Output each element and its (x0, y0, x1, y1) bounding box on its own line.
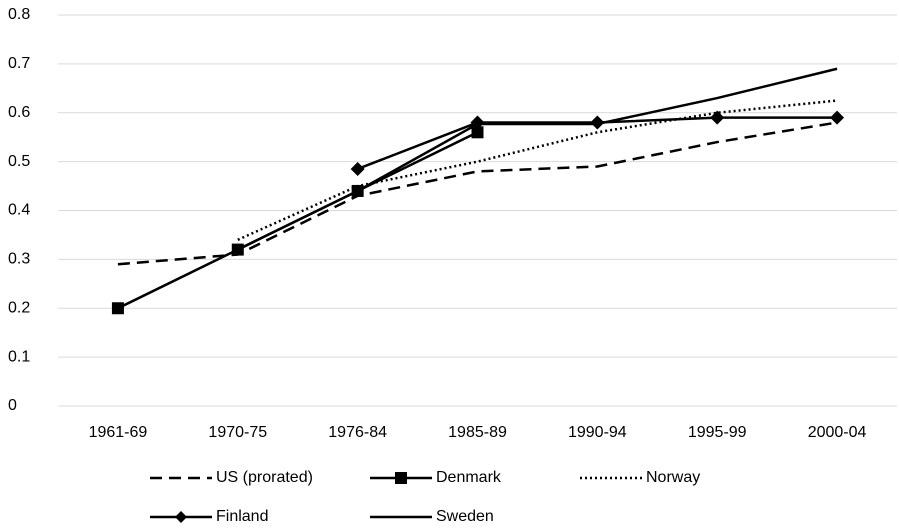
y-tick-label: 0.7 (8, 55, 30, 72)
x-tick-label: 2000-04 (808, 424, 867, 441)
y-tick-label: 0 (8, 397, 17, 414)
legend-marker (395, 472, 407, 484)
marker (590, 115, 605, 130)
series-line (237, 67, 838, 251)
x-tick-label: 1961-69 (89, 424, 148, 441)
series-line (237, 99, 838, 241)
x-tick-label: 1970-75 (208, 424, 267, 441)
legend-label: Sweden (436, 508, 494, 525)
x-tick-label: 1985-89 (448, 424, 507, 441)
marker (111, 302, 124, 315)
marker (710, 110, 725, 125)
y-tick-label: 0.5 (8, 153, 30, 170)
legend-label: Finland (216, 508, 268, 525)
y-tick-label: 0.4 (8, 202, 30, 219)
x-tick-label: 1976-84 (328, 424, 387, 441)
legend-label: Denmark (436, 469, 502, 486)
legend-label: US (prorated) (216, 469, 313, 486)
y-tick-label: 0.2 (8, 299, 30, 316)
legend-marker (175, 511, 187, 523)
legend-label: Norway (646, 469, 700, 486)
marker (471, 126, 484, 139)
y-tick-label: 0.3 (8, 251, 30, 268)
y-tick-label: 0.1 (8, 348, 30, 365)
x-tick-label: 1995-99 (688, 424, 747, 441)
series-line (117, 121, 838, 266)
y-tick-label: 0.6 (8, 104, 30, 121)
marker (830, 110, 845, 125)
marker (350, 161, 365, 176)
x-tick-label: 1990-94 (568, 424, 627, 441)
y-tick-label: 0.8 (8, 6, 30, 23)
